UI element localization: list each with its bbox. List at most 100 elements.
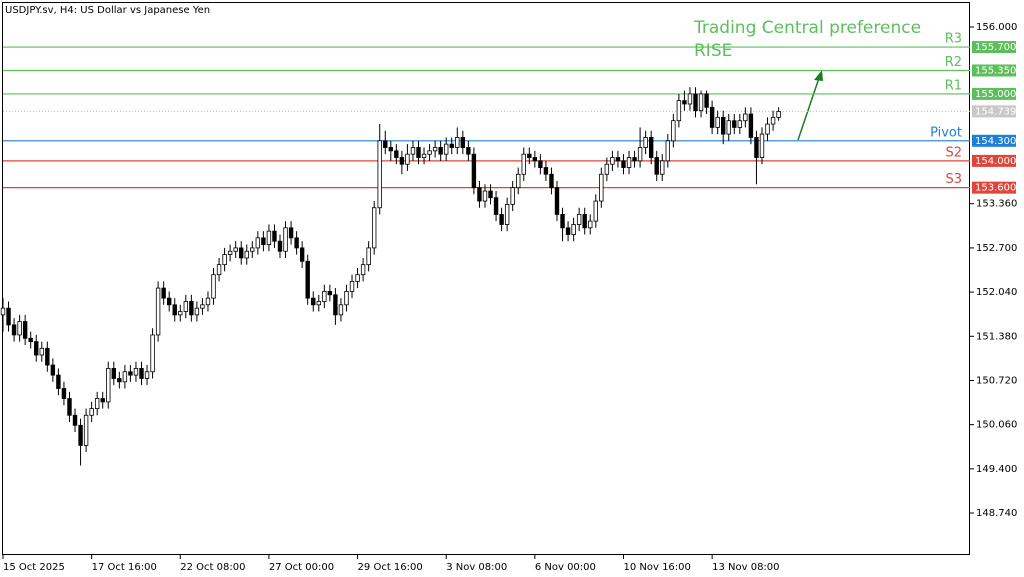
candle-body <box>571 224 576 235</box>
level-value-label: 153.600 <box>975 183 1016 194</box>
candle-body <box>482 190 488 202</box>
candle-body <box>239 247 244 259</box>
candle-body <box>355 274 360 282</box>
candle-body <box>654 157 659 175</box>
chart-title: USDJPY.sv, H4: US Dollar vs Japanese Yen <box>5 5 210 16</box>
candle-body <box>676 100 682 122</box>
candle-body <box>250 247 255 252</box>
candle-body <box>50 364 56 376</box>
candle-body <box>521 153 526 175</box>
candle-body <box>466 147 471 155</box>
last-price-label: 154.739 <box>975 106 1016 117</box>
candle-body <box>510 187 515 205</box>
x-tick-label: 22 Oct 08:00 <box>180 562 245 573</box>
candle-body <box>438 147 443 155</box>
candle-body <box>155 287 161 336</box>
level-name: R1 <box>945 78 962 93</box>
candle-body <box>377 140 382 209</box>
candle-body <box>28 337 33 343</box>
arrow-head <box>814 70 823 81</box>
candle-body <box>67 398 72 416</box>
level-tag <box>972 64 1016 77</box>
level-tag <box>972 41 1016 54</box>
candle-body <box>588 220 593 229</box>
level-name: Pivot <box>930 125 962 140</box>
candle-body <box>604 163 610 175</box>
candle-body <box>599 173 604 202</box>
annotation: RISE <box>694 41 732 61</box>
candle-body <box>344 291 349 306</box>
candle-body <box>227 250 233 256</box>
x-tick-label: 27 Oct 00:00 <box>269 562 334 573</box>
level-tag <box>972 154 1016 167</box>
candle-body <box>111 368 116 379</box>
candle-body <box>427 150 432 155</box>
candle-body <box>626 157 632 168</box>
candle-body <box>244 250 249 259</box>
candle-body <box>305 260 310 299</box>
candle-body <box>78 424 83 446</box>
candle-body <box>211 274 216 299</box>
candle-body <box>311 297 316 306</box>
candle-body <box>665 140 670 162</box>
candle-body <box>443 143 449 155</box>
candle-body <box>150 334 155 373</box>
candle-body <box>471 153 477 189</box>
candle-body <box>349 280 355 292</box>
level-tag <box>972 87 1016 100</box>
candle-body <box>499 214 504 225</box>
candle-body <box>726 120 731 135</box>
level-name: S3 <box>945 172 962 187</box>
candle-body <box>183 301 189 312</box>
level-value-label: 155.350 <box>975 65 1016 76</box>
candle-body <box>660 160 665 175</box>
candle-body <box>56 374 61 389</box>
candle-body <box>294 237 299 249</box>
candle-body <box>327 291 333 296</box>
candle-body <box>316 301 321 306</box>
candle-body <box>709 106 715 128</box>
y-tick-label: 148.740 <box>976 508 1017 519</box>
candle-body <box>261 237 266 245</box>
candle-body <box>565 227 571 235</box>
candle-body <box>399 157 405 165</box>
y-tick-label: 152.040 <box>976 287 1017 298</box>
y-tick-label: 152.700 <box>976 243 1017 254</box>
candle-body <box>122 371 128 383</box>
candle-body <box>576 214 582 225</box>
candle-body <box>432 147 438 152</box>
x-tick-label: 13 Nov 08:00 <box>712 562 779 573</box>
candle-body <box>682 100 687 105</box>
candle-body <box>632 157 637 162</box>
candle-body <box>504 203 510 225</box>
candle-body <box>405 153 410 165</box>
candle-body <box>178 311 183 316</box>
candle-body <box>394 150 399 158</box>
candle-body <box>222 254 227 266</box>
candle-body <box>360 264 366 276</box>
candle-body <box>333 294 338 316</box>
x-tick-label: 15 Oct 2025 <box>3 562 65 573</box>
candle-body <box>538 160 543 168</box>
candle-body <box>637 147 643 162</box>
candle-body <box>299 247 305 262</box>
level-value-label: 155.000 <box>975 89 1016 100</box>
candle-body <box>698 93 704 112</box>
candle-body <box>549 173 554 189</box>
y-tick-label: 150.720 <box>976 375 1017 386</box>
candle-body <box>754 137 759 158</box>
candle-body <box>22 321 28 339</box>
candle-body <box>593 200 598 222</box>
level-name: S2 <box>945 145 962 160</box>
candle-body <box>560 214 565 229</box>
level-value-label: 154.000 <box>975 156 1016 167</box>
candle-body <box>366 247 371 266</box>
candle-body <box>144 371 150 379</box>
candle-body <box>416 147 421 158</box>
candle-body <box>61 388 67 399</box>
level-name: R2 <box>945 55 962 70</box>
candle-body <box>233 247 238 252</box>
candle-body <box>770 116 776 125</box>
candle-body <box>615 157 621 162</box>
candle-body <box>621 160 626 168</box>
